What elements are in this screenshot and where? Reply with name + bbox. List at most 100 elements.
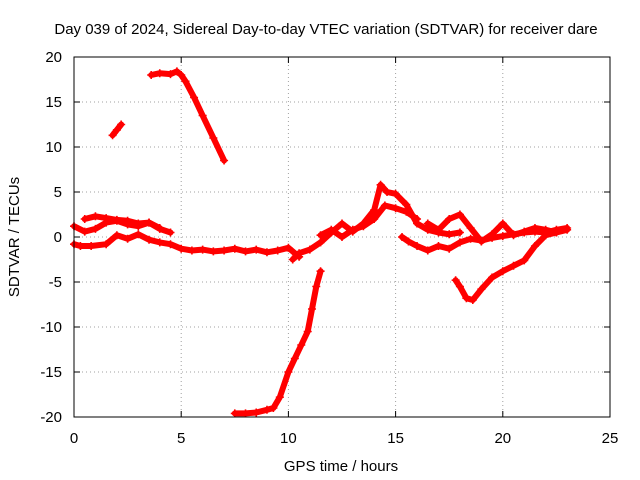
data-point-marker	[402, 200, 411, 209]
series-line	[317, 202, 420, 240]
series-arc-late-high	[423, 210, 572, 246]
data-point-marker	[155, 238, 164, 247]
data-point-marker	[198, 245, 207, 254]
data-point-marker	[541, 231, 550, 240]
data-point-marker	[112, 215, 121, 224]
data-point-marker	[307, 305, 316, 313]
x-tick-label: 5	[177, 430, 185, 447]
series-arc-high	[147, 67, 229, 165]
series-mid-arc-2	[316, 201, 422, 241]
data-point-marker	[455, 282, 464, 291]
data-point-marker	[220, 156, 229, 165]
series-line	[452, 229, 560, 303]
data-point-marker	[76, 242, 85, 250]
data-point-marker	[370, 206, 379, 214]
data-point-marker	[166, 70, 175, 79]
y-tick-label: 0	[54, 229, 62, 246]
data-point-marker	[145, 235, 154, 244]
data-point-marker	[445, 244, 454, 253]
data-point-marker	[552, 228, 561, 237]
data-point-marker	[303, 327, 312, 336]
data-point-marker	[166, 228, 175, 237]
data-point-marker	[530, 224, 539, 232]
y-axis-label: SDTVAR / TECUs	[6, 177, 23, 297]
data-point-marker	[262, 248, 271, 257]
data-point-marker	[91, 224, 100, 233]
data-point-marker	[134, 230, 143, 239]
data-point-marker	[413, 242, 422, 250]
data-point-marker	[391, 189, 400, 198]
data-point-marker	[166, 240, 175, 249]
data-point-marker	[498, 267, 507, 276]
series-baseline-c	[80, 212, 164, 232]
data-point-marker	[312, 282, 321, 291]
grid	[74, 57, 610, 417]
data-point-marker	[376, 180, 385, 189]
data-point-marker	[488, 230, 497, 239]
data-point-marker	[123, 216, 132, 225]
data-point-marker	[520, 227, 529, 236]
data-point-marker	[123, 234, 132, 243]
data-point-marker	[209, 247, 218, 256]
data-point-marker	[391, 204, 400, 213]
data-point-marker	[181, 77, 190, 86]
data-point-marker	[117, 120, 126, 129]
data-point-marker	[269, 404, 278, 412]
data-point-marker	[297, 341, 306, 349]
data-point-marker	[338, 219, 346, 228]
data-point-marker	[145, 218, 154, 227]
y-tick-label: 10	[45, 139, 62, 156]
data-point-marker	[370, 215, 379, 223]
data-point-marker	[563, 225, 572, 234]
data-point-marker	[383, 188, 392, 196]
data-point-marker	[455, 238, 464, 247]
data-point-marker	[80, 215, 89, 223]
y-tick-label: -10	[40, 319, 62, 336]
data-point-marker	[252, 245, 261, 254]
data-point-marker	[402, 207, 411, 216]
data-point-marker	[305, 245, 314, 254]
x-tick-label: 0	[70, 430, 78, 447]
x-tick-label: 15	[387, 430, 404, 447]
data-point-marker	[466, 224, 475, 232]
data-point-marker	[338, 233, 346, 241]
data-point-marker	[112, 125, 121, 134]
data-point-marker	[477, 285, 486, 294]
data-point-marker	[198, 111, 207, 120]
data-point-marker	[102, 240, 111, 249]
data-point-marker	[404, 237, 413, 246]
data-point-marker	[423, 219, 432, 228]
data-point-marker	[413, 215, 422, 223]
data-point-marker	[241, 409, 250, 418]
data-point-marker	[209, 134, 218, 142]
data-point-marker	[509, 231, 518, 240]
data-point-marker	[241, 247, 250, 256]
x-axis-label: GPS time / hours	[284, 458, 398, 475]
chart-title: Day 039 of 2024, Sidereal Day-to-day VTE…	[54, 21, 597, 38]
data-traces	[70, 67, 572, 418]
y-tick-label: 15	[45, 94, 62, 111]
data-point-marker	[468, 296, 477, 304]
axis-ticks	[73, 56, 611, 418]
data-point-marker	[316, 231, 325, 240]
data-point-marker	[509, 261, 518, 270]
data-point-marker	[112, 231, 121, 240]
series-line	[148, 68, 228, 164]
data-point-marker	[134, 219, 143, 228]
series-arc-recover	[451, 228, 561, 304]
series-arc-rise	[230, 267, 325, 418]
y-tick-label: 5	[54, 184, 62, 201]
data-point-marker	[316, 238, 325, 247]
data-point-marker	[108, 131, 117, 140]
x-tick-label: 10	[280, 430, 297, 447]
data-point-marker	[190, 93, 199, 102]
data-point-marker	[348, 225, 357, 234]
data-point-marker	[273, 246, 282, 255]
data-point-marker	[359, 222, 368, 231]
x-tick-label: 25	[602, 430, 619, 447]
series-arc-short	[108, 120, 126, 140]
data-point-marker	[295, 249, 304, 258]
x-tick-label: 20	[494, 430, 511, 447]
data-point-marker	[455, 228, 464, 237]
